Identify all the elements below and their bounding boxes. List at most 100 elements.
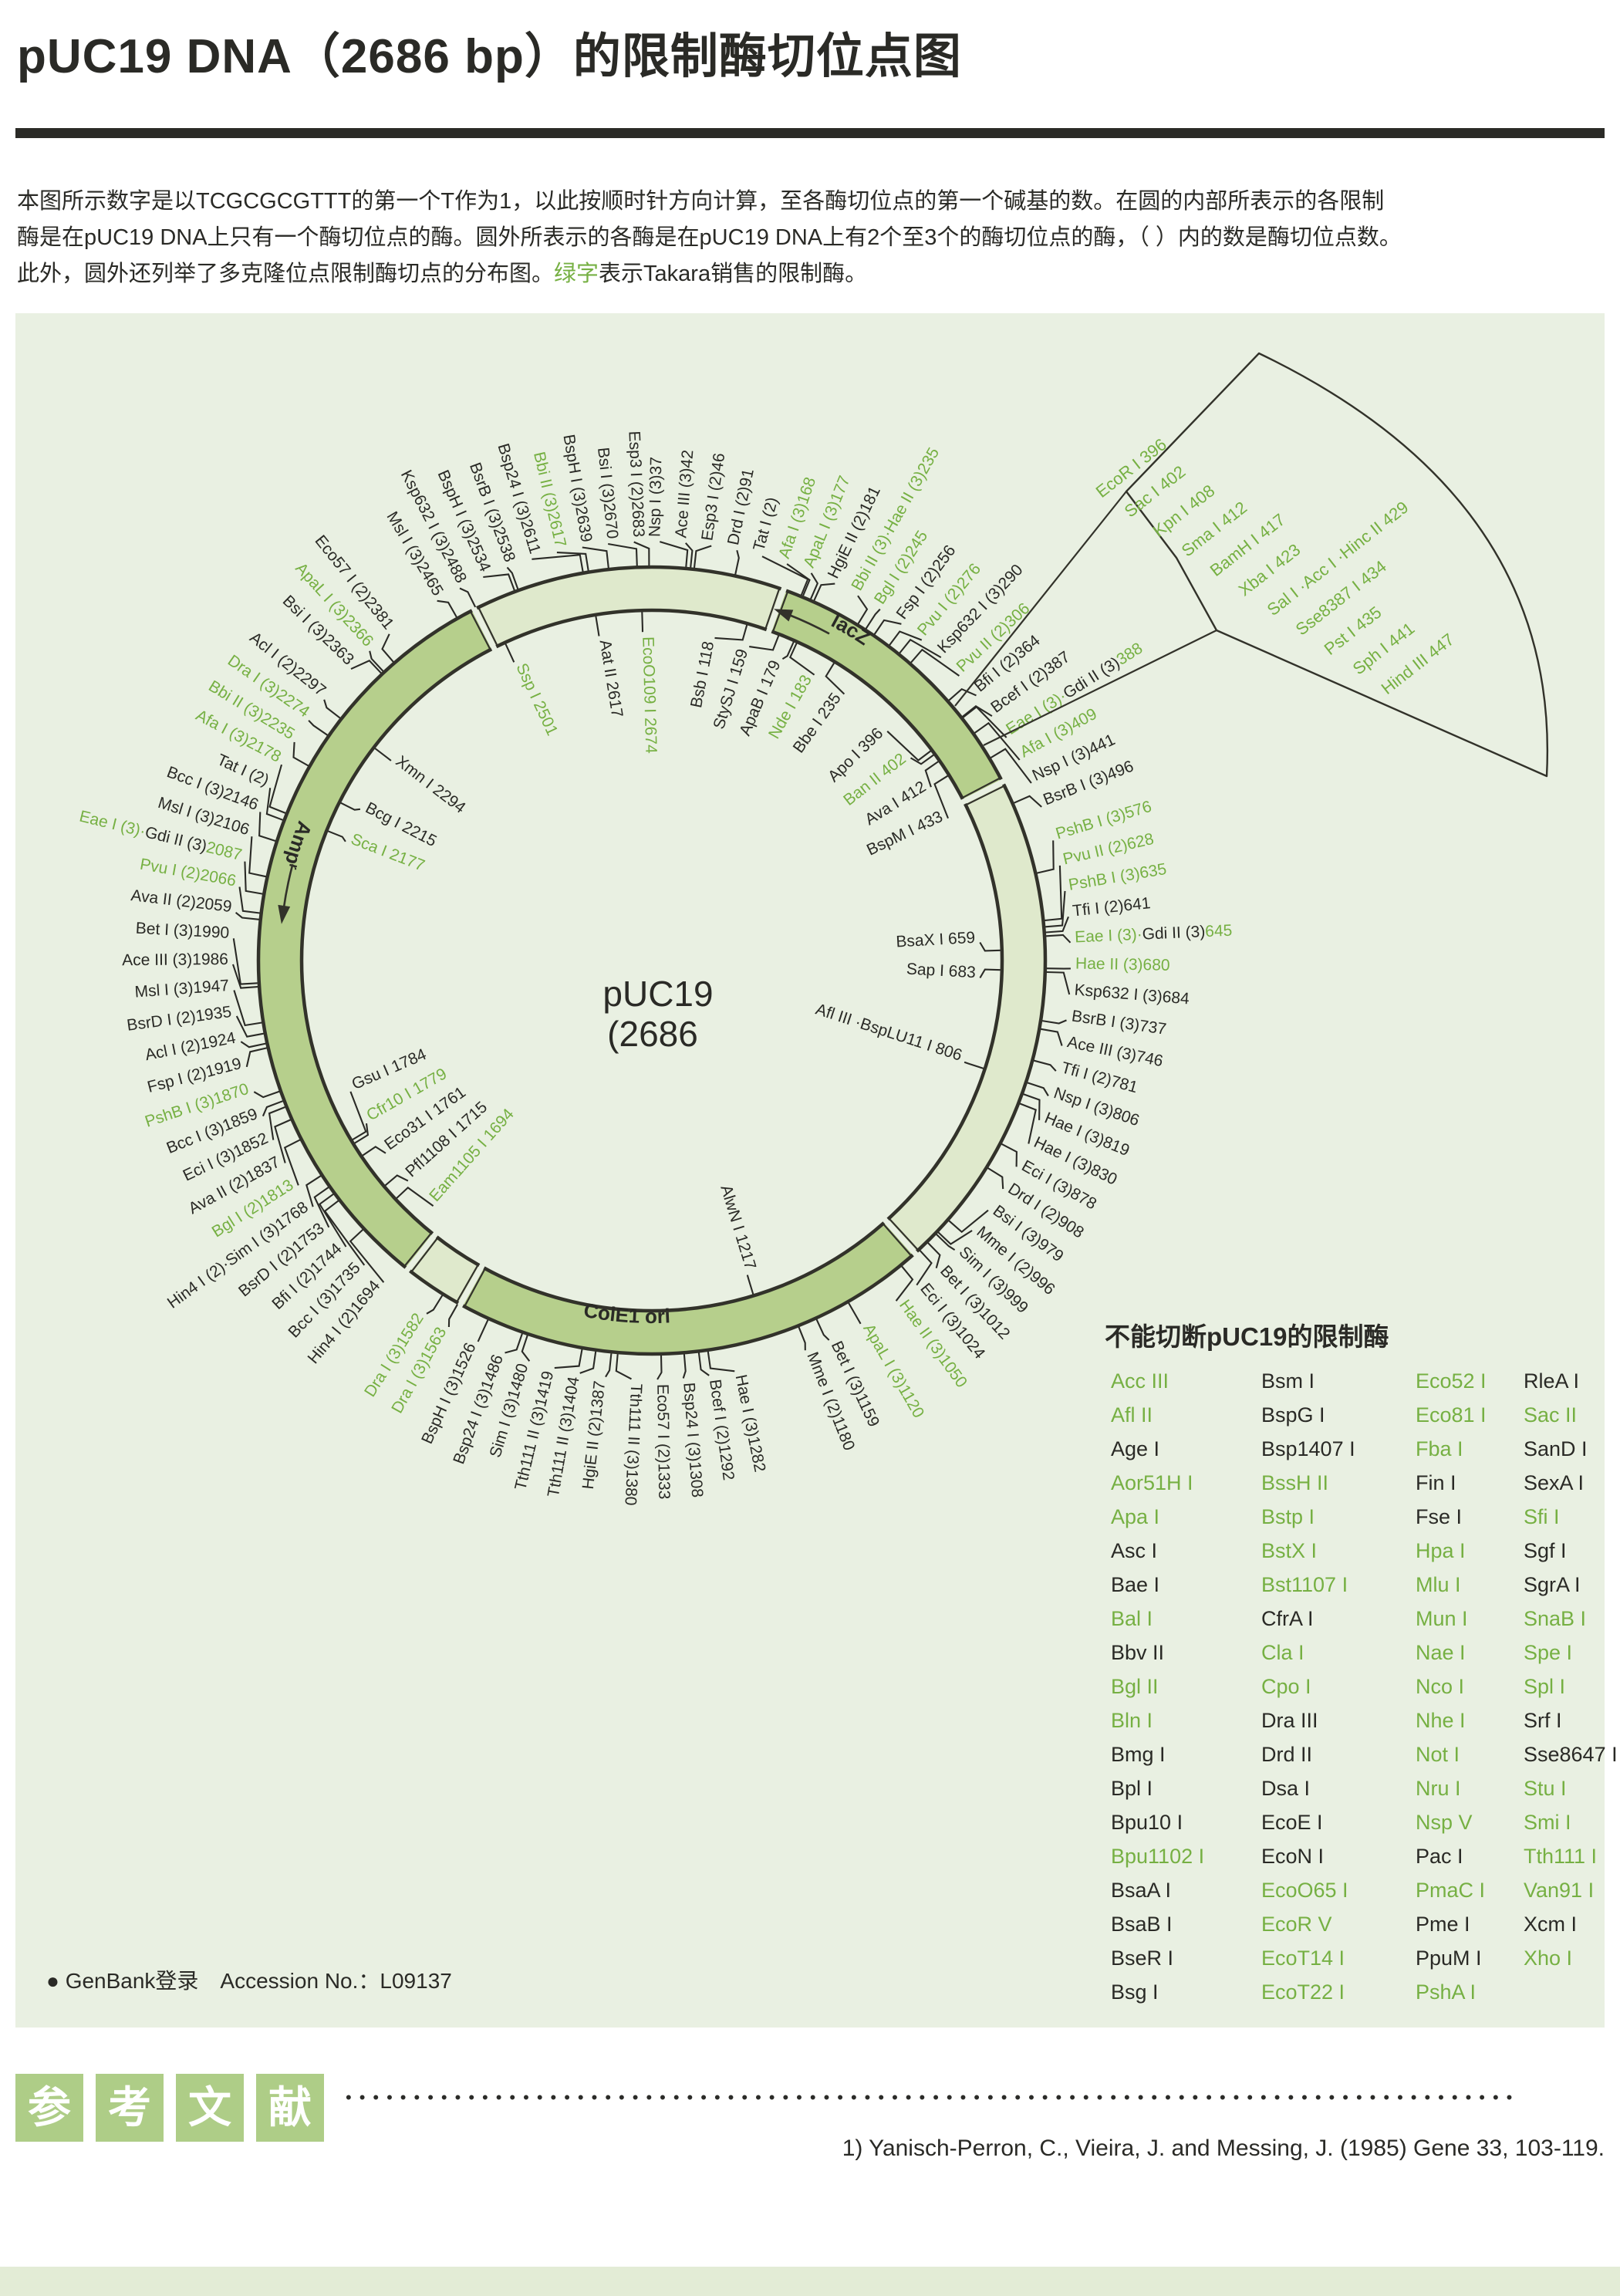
site-tick: [354, 1123, 370, 1144]
uncut-enzyme: Van91 I: [1524, 1879, 1595, 1902]
uncut-enzyme: EcoT14 I: [1261, 1947, 1345, 1970]
genbank-accession: ● GenBank登录 Accession No.：L09137: [46, 1969, 452, 1993]
site-tick: [437, 599, 457, 618]
outer-site-label: PshB I (3)635: [1067, 860, 1167, 894]
segment-gap: [957, 777, 1009, 807]
site-tick: [810, 572, 818, 599]
uncut-enzyme: Hpa I: [1416, 1539, 1466, 1562]
site-tick: [927, 1242, 941, 1268]
site-tick: [962, 705, 993, 718]
uncut-enzyme: Nru I: [1416, 1777, 1461, 1800]
ring-inner-outline: [299, 608, 1004, 1313]
site-tick: [556, 552, 589, 571]
uncut-enzyme: Bst1107 I: [1261, 1573, 1348, 1596]
uncut-enzyme: Bmg I: [1111, 1743, 1166, 1766]
site-tick: [910, 648, 960, 677]
uncut-enzyme: Sac II: [1524, 1403, 1578, 1427]
site-tick: [962, 705, 1007, 738]
reference-citation: 1) Yanisch-Perron, C., Vieira, J. and Me…: [842, 2136, 1605, 2161]
site-tick: [788, 643, 815, 676]
site-tick: [815, 1319, 830, 1341]
uncut-enzyme: Nsp V: [1416, 1811, 1473, 1834]
ring-outer-outline: [256, 565, 1048, 1356]
uncut-enzyme: BstX I: [1261, 1539, 1318, 1562]
outer-site-label: Tth111 II (3)1380: [621, 1383, 645, 1506]
gene-arrow-head: [774, 609, 794, 622]
uncut-enzyme: Age I: [1111, 1437, 1160, 1460]
site-tick: [1001, 1143, 1018, 1167]
site-tick: [349, 1229, 385, 1283]
uncut-enzyme: Stu I: [1524, 1777, 1567, 1800]
outer-site-label: Hae II (3)680: [1075, 955, 1170, 974]
site-tick: [323, 699, 341, 719]
uncut-enzyme: Cla I: [1261, 1641, 1304, 1664]
uncut-enzyme: Tth111 I: [1524, 1845, 1598, 1868]
site-tick: [305, 1175, 322, 1207]
gene-label-ColE1: ColE1 ori: [582, 1298, 671, 1328]
site-tick: [554, 1349, 583, 1369]
site-tick: [633, 541, 650, 566]
inner-site-label: Ssp I 2501: [512, 660, 561, 738]
page-title: pUC19 DNA（2686 bp）的限制酶切位点图: [17, 30, 962, 83]
uncut-enzyme: Apa I: [1111, 1505, 1160, 1528]
uncut-enzyme: Bln I: [1111, 1709, 1153, 1732]
uncut-enzyme: Bgl II: [1111, 1675, 1159, 1698]
inner-site-label: Aat II 2617: [596, 639, 626, 719]
site-tick: [308, 720, 329, 736]
mcs-fan-connector: [983, 630, 1217, 746]
site-tick: [979, 941, 1001, 952]
uncut-enzyme: RleA I: [1524, 1369, 1580, 1393]
uncut-enzyme: Dra III: [1261, 1709, 1318, 1732]
outer-site-label: Bet I (3)1990: [135, 920, 229, 942]
intro-line: 酶是在pUC19 DNA上只有一个酶切位点的酶。圆外所表示的各酶是在pUC19 …: [17, 225, 1402, 250]
uncut-table-column: Acc III Afl II Age I Aor51H I Apa I Asc I Bae …: [1111, 1364, 1204, 2009]
uncut-enzyme: Eco52 I: [1416, 1369, 1487, 1393]
uncut-enzyme: Nae I: [1416, 1641, 1466, 1664]
site-tick: [483, 573, 515, 591]
site-tick: [1046, 971, 1071, 995]
uncut-enzyme: SgrA I: [1524, 1573, 1581, 1596]
site-tick: [381, 633, 394, 663]
site-tick: [1019, 1102, 1037, 1144]
site-tick: [582, 546, 609, 569]
site-tick: [746, 1275, 754, 1295]
uncut-enzyme: Bbv II: [1111, 1641, 1165, 1664]
uncut-enzyme: Asc I: [1111, 1539, 1158, 1562]
site-tick: [244, 861, 263, 895]
segment-edge: [477, 605, 499, 648]
site-tick: [268, 1106, 285, 1140]
uncut-enzyme: Bstp I: [1261, 1505, 1315, 1528]
uncut-enzyme: Not I: [1416, 1743, 1460, 1766]
uncut-enzyme: Pac I: [1416, 1845, 1463, 1868]
uncut-enzyme: Sgf I: [1524, 1539, 1567, 1562]
uncut-enzyme: Acc III: [1111, 1369, 1169, 1393]
uncut-enzyme: Fse I: [1416, 1505, 1463, 1528]
uncut-enzyme: Dsa I: [1261, 1777, 1311, 1800]
outer-site-label: Esp3 I (2)46: [698, 452, 728, 542]
site-tick: [233, 990, 262, 1027]
outer-site-label: Eco57 I (2)1333: [653, 1384, 673, 1500]
segment-gap: [402, 1229, 440, 1275]
mcs-fan-outline: [1125, 352, 1549, 778]
site-tick: [899, 638, 942, 659]
uncut-enzyme: EcoT22 I: [1261, 1980, 1345, 2004]
uncut-enzyme: SexA I: [1524, 1471, 1585, 1494]
site-tick: [948, 1209, 989, 1234]
uncut-enzyme: Fba I: [1416, 1437, 1463, 1460]
site-tick: [656, 1355, 663, 1380]
uncut-enzyme: Sse8647 I: [1524, 1743, 1618, 1766]
bottom-strip: [0, 2267, 1620, 2296]
site-tick: [384, 1174, 409, 1187]
segment-edge: [964, 784, 1007, 807]
uncut-enzyme: EcoO65 I: [1261, 1879, 1348, 1902]
uncut-enzyme: Fin I: [1416, 1471, 1456, 1494]
uncut-enzyme: Spe I: [1524, 1641, 1573, 1664]
gene-arrow-head: [278, 904, 291, 924]
uncut-enzyme: Bpl I: [1111, 1777, 1153, 1800]
site-tick: [506, 566, 519, 589]
uncut-enzyme: Bsg I: [1111, 1980, 1159, 2004]
outer-site-label: Pvu I (2)2066: [139, 856, 238, 890]
site-tick: [781, 641, 795, 660]
uncut-enzyme: Xho I: [1524, 1947, 1573, 1970]
